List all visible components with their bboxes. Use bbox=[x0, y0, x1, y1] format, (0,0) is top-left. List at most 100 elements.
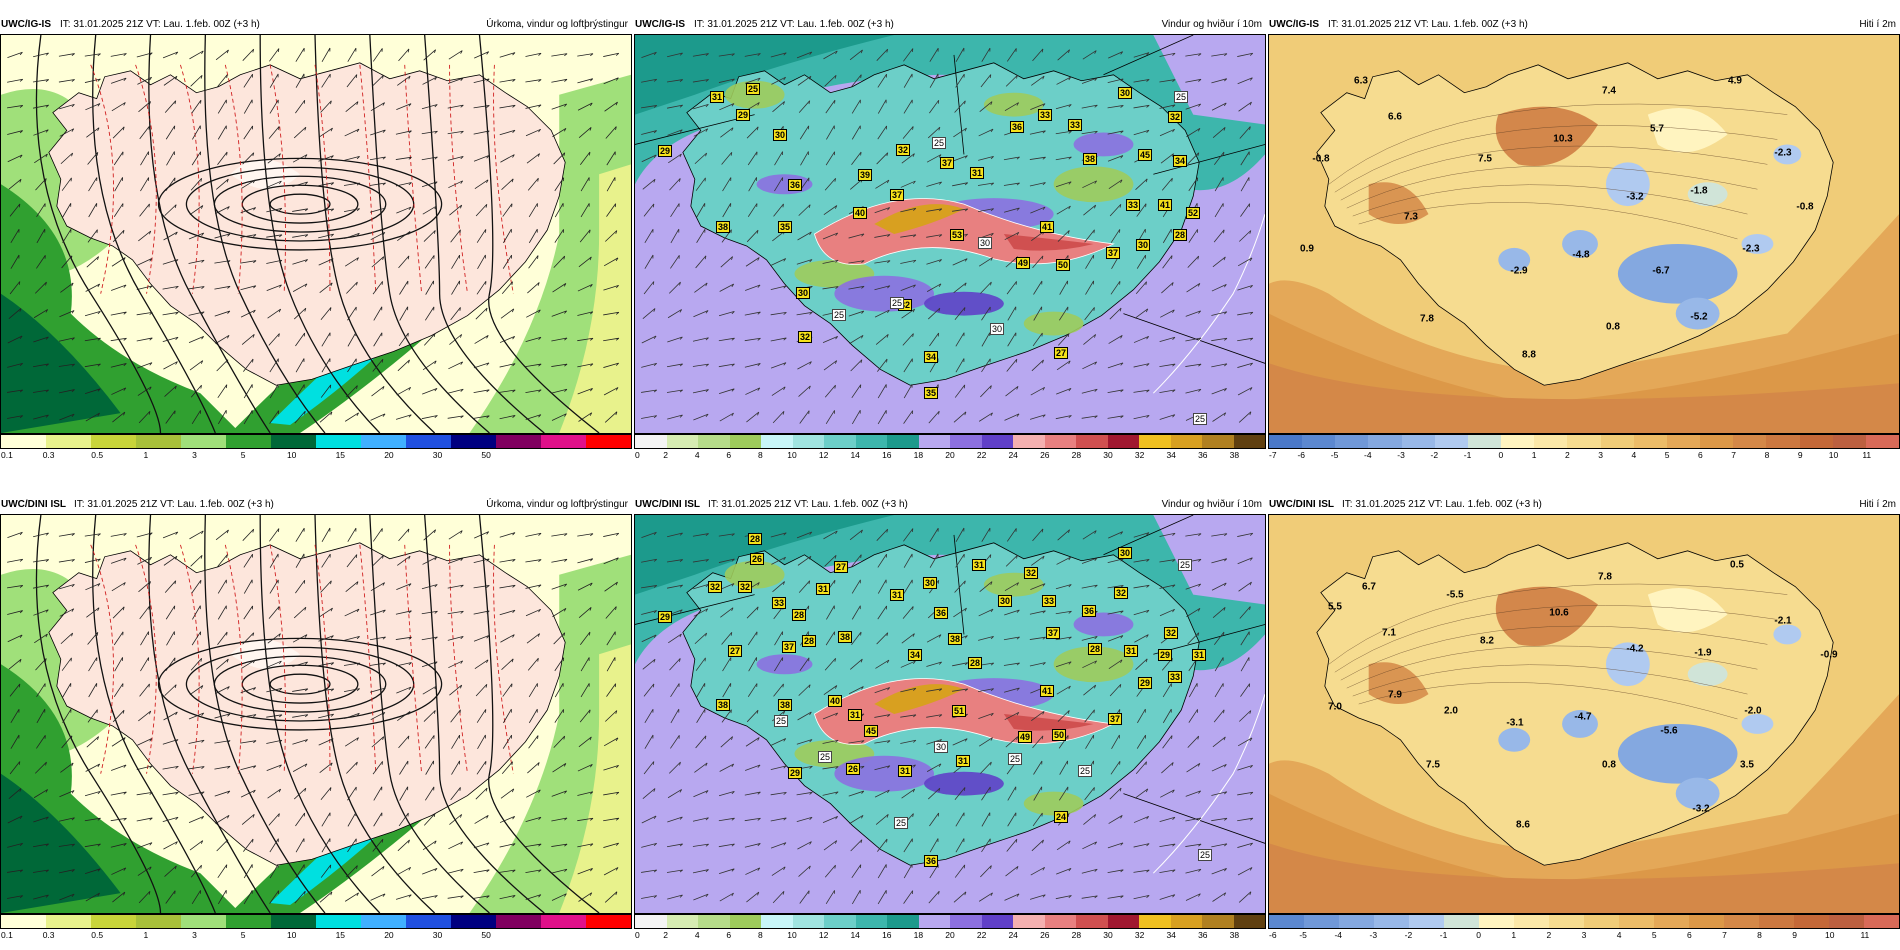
colorbar-swatch bbox=[1107, 435, 1139, 448]
colorbar-tick-label: 4 bbox=[694, 930, 700, 940]
colorbar-swatch bbox=[1269, 435, 1303, 448]
forecast-map[interactable]: 31 25 29 30 29 36 38 35 40 37 39 32 37 31 36 33 33 30 32 45… bbox=[634, 34, 1266, 434]
colorbar-tick-label: 16 bbox=[882, 450, 892, 460]
colorbar-tick-label: 9 bbox=[1792, 930, 1798, 940]
colorbar-tick-label: -4 bbox=[1364, 450, 1372, 460]
colorbar-ticks: -7 -6 -5 -4 -3 -2 -1 0 1 2 3 4 5 6 7 8 9 10 11 bbox=[1268, 449, 1900, 463]
colorbar-tick-label: 8 bbox=[758, 930, 763, 940]
colorbar-tick-label: 0 bbox=[635, 930, 640, 940]
colorbar-tick-label: 34 bbox=[1166, 450, 1176, 460]
colorbar-tick-label: 0 bbox=[1476, 930, 1482, 940]
panel-header: UWC/DINI ISL IT: 31.01.2025 21Z VT: Lau. … bbox=[634, 496, 1266, 514]
colorbar-tick-label: 16 bbox=[882, 930, 892, 940]
wind-speed-label: 32 bbox=[1113, 587, 1129, 599]
wind-speed-label: 37 bbox=[1105, 247, 1121, 259]
colorbar-swatch bbox=[451, 435, 496, 448]
colorbar-swatch bbox=[1409, 915, 1444, 928]
colorbar-tick-label: 0.1 bbox=[1, 930, 13, 940]
wind-speed-label: 31 bbox=[709, 91, 725, 103]
colorbar-tick-label: 10 bbox=[286, 930, 297, 940]
temperature-label: -5.5 bbox=[1446, 589, 1464, 601]
colorbar-tick-label: 4 bbox=[1616, 930, 1622, 940]
colorbar-swatch bbox=[1832, 435, 1866, 448]
forecast-map[interactable] bbox=[0, 514, 632, 914]
temperature-label: 6.3 bbox=[1354, 75, 1368, 87]
wind-speed-label: 34 bbox=[907, 649, 923, 661]
wind-speed-label: 50 bbox=[1051, 729, 1067, 741]
colorbar-swatch bbox=[1654, 915, 1689, 928]
temperature-label: -3.2 bbox=[1626, 191, 1644, 203]
temperature-label: 0.8 bbox=[1602, 759, 1616, 771]
panel-title: Úrkoma, vindur og loftþrýstingur bbox=[486, 19, 628, 30]
wind-speed-label: 25 bbox=[1077, 765, 1093, 777]
colorbar-swatches bbox=[0, 914, 632, 929]
colorbar-tick-label: 36 bbox=[1198, 930, 1208, 940]
colorbar-tick-label: 20 bbox=[945, 930, 955, 940]
colorbar-swatches bbox=[1268, 914, 1900, 929]
colorbar-tick-label: 11 bbox=[1860, 930, 1870, 940]
model-name: UWC/DINI ISL bbox=[635, 499, 700, 510]
wind-speed-label: 45 bbox=[863, 725, 879, 737]
temperature-label: 7.4 bbox=[1602, 85, 1616, 97]
temperature-label: 7.1 bbox=[1382, 627, 1396, 639]
wind-speed-label: 29 bbox=[735, 109, 751, 121]
forecast-map[interactable]: 6.3 6.6 -0.8 7.4 10.3 5.7 4.9 7.5 -3.2 -1.8 -2.3 -0… bbox=[1268, 34, 1900, 434]
colorbar-swatch bbox=[1044, 915, 1076, 928]
colorbar-swatch bbox=[792, 915, 824, 928]
colorbar-tick-label: 3 bbox=[1598, 450, 1603, 460]
wind-speed-label: 45 bbox=[1137, 149, 1153, 161]
temperature-label: -4.8 bbox=[1572, 249, 1590, 261]
wind-speed-label: 36 bbox=[1081, 605, 1097, 617]
colorbar-swatch bbox=[855, 915, 887, 928]
colorbar-tick-label: -7 bbox=[1269, 450, 1277, 460]
colorbar: 0.1 0.3 0.5 1 3 5 10 15 20 30 50 bbox=[0, 914, 632, 946]
colorbar-tick-label: 22 bbox=[976, 450, 987, 460]
forecast-panel-temp: UWC/DINI ISL IT: 31.01.2025 21Z VT: Lau. … bbox=[1268, 496, 1900, 946]
wind-speed-label: 30 bbox=[1117, 547, 1133, 559]
colorbar-swatch bbox=[1444, 915, 1479, 928]
wind-speed-label: 38 bbox=[1082, 153, 1098, 165]
wind-speed-label: 31 bbox=[1191, 649, 1207, 661]
colorbar: 0 2 4 6 8 10 12 14 16 18 20 22 24 26 28 30 32 34 36 38 bbox=[634, 914, 1266, 946]
colorbar-swatch bbox=[1467, 435, 1502, 448]
wind-speed-label: 27 bbox=[833, 561, 849, 573]
colorbar-tick-label: -3 bbox=[1397, 450, 1405, 460]
colorbar-swatch bbox=[666, 915, 698, 928]
wind-speed-label: 35 bbox=[923, 387, 939, 399]
temperature-label: 8.8 bbox=[1522, 349, 1536, 361]
colorbar-tick-label: 4 bbox=[1631, 450, 1637, 460]
wind-speed-label: 25 bbox=[745, 83, 761, 95]
colorbar-tick-label: 5 bbox=[240, 930, 246, 940]
wind-speed-label: 30 bbox=[772, 129, 788, 141]
colorbar-tick-label: 30 bbox=[432, 930, 443, 940]
temperature-label: 5.7 bbox=[1650, 123, 1664, 135]
temperature-label: 6.7 bbox=[1362, 581, 1376, 593]
colorbar: -6 -5 -4 -3 -2 -1 0 1 2 3 4 5 6 7 8 9 10 11 bbox=[1268, 914, 1900, 946]
colorbar-tick-label: 3 bbox=[192, 930, 197, 940]
temperature-label: 7.9 bbox=[1388, 689, 1402, 701]
colorbar-swatches bbox=[1268, 434, 1900, 449]
wind-arrows bbox=[641, 527, 1254, 905]
wind-speed-label: 38 bbox=[777, 699, 793, 711]
wind-speed-label: 25 bbox=[931, 137, 947, 149]
wind-speed-label: 34 bbox=[1172, 155, 1188, 167]
panel-title: Vindur og hviður í 10m bbox=[1161, 19, 1262, 30]
temperature-label: -2.1 bbox=[1774, 615, 1792, 627]
colorbar-tick-label: 0.3 bbox=[42, 930, 55, 940]
colorbar-swatch bbox=[1567, 435, 1601, 448]
colorbar-swatch bbox=[1170, 915, 1202, 928]
wind-speed-label: 39 bbox=[857, 169, 873, 181]
colorbar-swatch bbox=[635, 435, 667, 448]
forecast-map[interactable] bbox=[0, 34, 632, 434]
wind-speed-label: 30 bbox=[922, 577, 938, 589]
wind-speed-label: 29 bbox=[787, 767, 803, 779]
colorbar-swatch bbox=[1202, 435, 1234, 448]
colorbar-tick-label: 24 bbox=[1008, 450, 1018, 460]
temperature-label: 7.0 bbox=[1328, 701, 1342, 713]
wind-speed-label: 31 bbox=[897, 765, 913, 777]
forecast-map[interactable]: 5.5 6.7 -5.5 7.8 10.6 0.5 -2.1 -0.9 7.1 8.2 -4.2 -1… bbox=[1268, 514, 1900, 914]
wind-speed-label: 25 bbox=[831, 309, 847, 321]
wind-speed-label: 32 bbox=[1023, 567, 1039, 579]
wind-speed-label: 41 bbox=[1039, 221, 1055, 233]
forecast-map[interactable]: 28 26 32 32 33 27 31 29 28 27 37 28 38 31 30 36 38 34 31 30… bbox=[634, 514, 1266, 914]
